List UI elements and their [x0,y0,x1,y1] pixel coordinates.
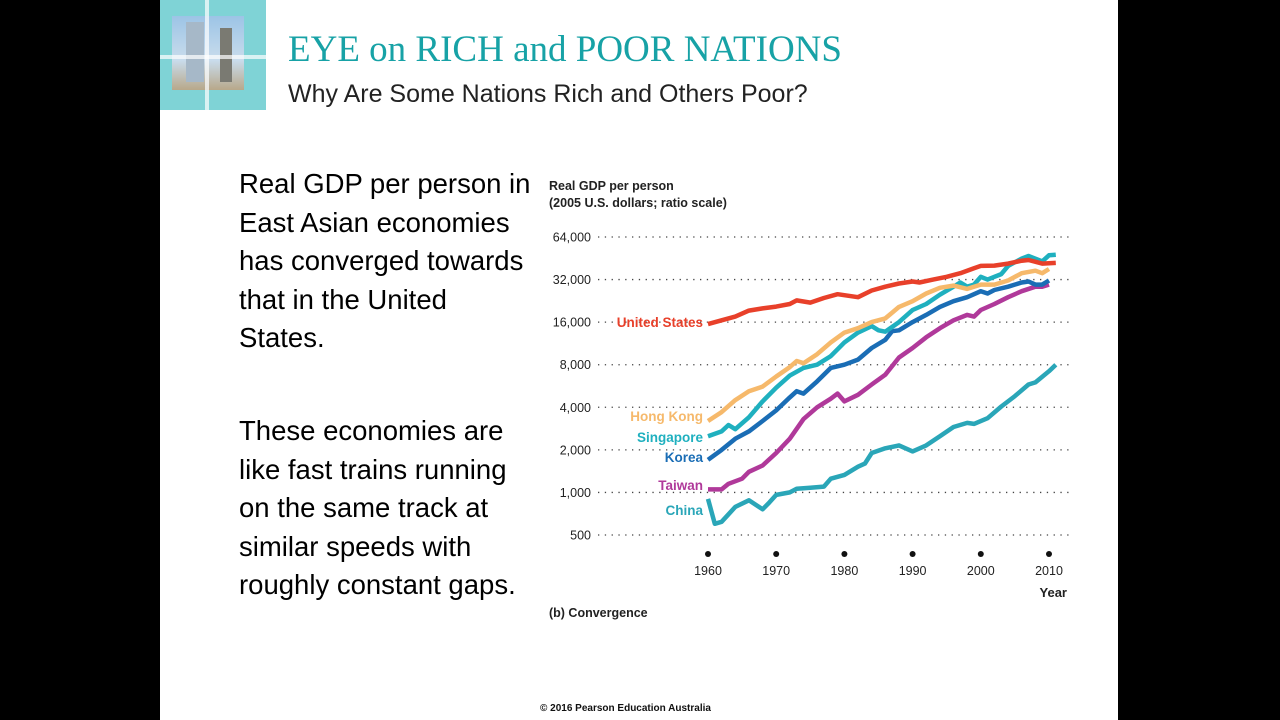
series-line-singapore [707,252,1056,439]
logo-photo [160,0,266,110]
x-tick-label: 2010 [1035,564,1063,578]
x-tick-label: 1970 [762,564,790,578]
series-label: China [665,503,703,518]
y-axis-label: (2005 U.S. dollars; ratio scale) [549,196,727,210]
series-label: Hong Kong [630,409,703,424]
x-tick-dot [773,551,780,557]
series-line-united-states [707,257,1056,327]
slide-subtitle: Why Are Some Nations Rich and Others Poo… [288,80,808,108]
slide-title: EYE on RICH and POOR NATIONS [288,29,842,70]
series-line-taiwan [708,282,1050,492]
series-label: Korea [665,450,704,465]
copyright: © 2016 Pearson Education Australia [540,703,711,714]
x-tick-dot [1046,551,1052,557]
y-tick-label: 8,000 [560,358,591,372]
chart-title: Real GDP per person [549,179,674,193]
x-tick-dot [909,551,916,557]
x-tick-label: 1960 [694,564,722,578]
chart-caption: (b) Convergence [549,606,648,620]
x-axis-label: Year [1040,585,1067,600]
y-tick-label: 32,000 [553,273,591,287]
x-tick-label: 1980 [830,564,858,578]
y-tick-label: 16,000 [553,316,591,330]
series-label: Taiwan [658,478,703,493]
x-tick-dot [705,551,711,557]
gdp-convergence-chart: Real GDP per person (2005 U.S. dollars; … [549,179,1070,620]
series-label: United States [617,315,703,330]
slide: EYE on RICH and POOR NATIONS Why Are Som… [160,0,1118,720]
y-tick-label: 64,000 [553,231,591,245]
series-line-korea [706,278,1051,462]
y-tick-label: 500 [570,529,591,543]
y-tick-label: 4,000 [560,401,591,415]
series-line-hong-kong [706,267,1051,423]
x-tick-dot [977,551,984,557]
x-tick-label: 1990 [899,564,927,578]
body-paragraph: Real GDP per person in East Asian econom… [239,168,531,353]
y-tick-label: 2,000 [560,443,591,457]
x-tick-label: 2000 [967,564,995,578]
body-paragraph: These economies are like fast trains run… [239,415,516,600]
x-tick-dot [841,551,848,557]
y-tick-label: 1,000 [560,486,591,500]
series-line-china [705,363,1058,527]
series-label: Singapore [637,430,704,445]
